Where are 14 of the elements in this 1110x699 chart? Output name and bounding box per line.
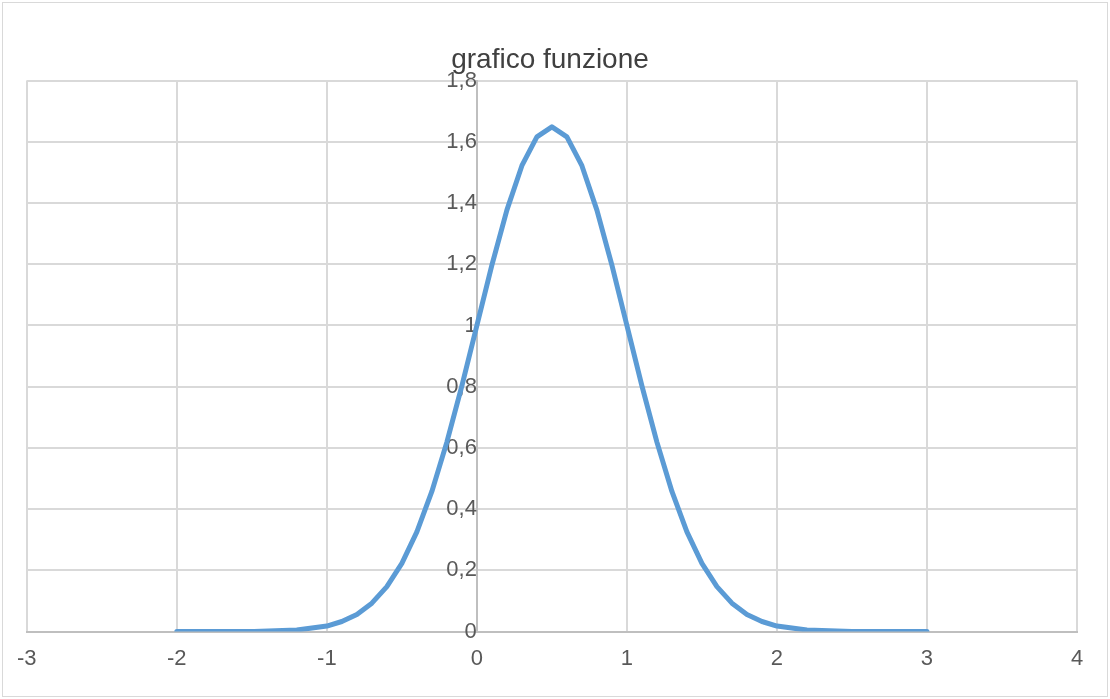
y-tick-label: 1,2 — [446, 250, 477, 276]
y-tick-label: 0,2 — [446, 556, 477, 582]
x-tick-label: 1 — [620, 644, 634, 670]
y-tick-label: 1,4 — [446, 189, 477, 215]
x-tick-label: -2 — [167, 644, 187, 670]
x-tick-label: -3 — [17, 644, 37, 670]
x-tick-label: 2 — [770, 644, 784, 670]
y-tick-label: 0 — [464, 617, 477, 643]
y-tick-label: 0,6 — [446, 434, 477, 459]
x-tick-label: 3 — [920, 644, 934, 670]
y-tick-label: 0,4 — [446, 495, 477, 521]
y-tick-label: 1,6 — [446, 127, 477, 153]
x-tick-label: 4 — [1070, 644, 1084, 670]
x-tick-label: -1 — [317, 644, 337, 670]
